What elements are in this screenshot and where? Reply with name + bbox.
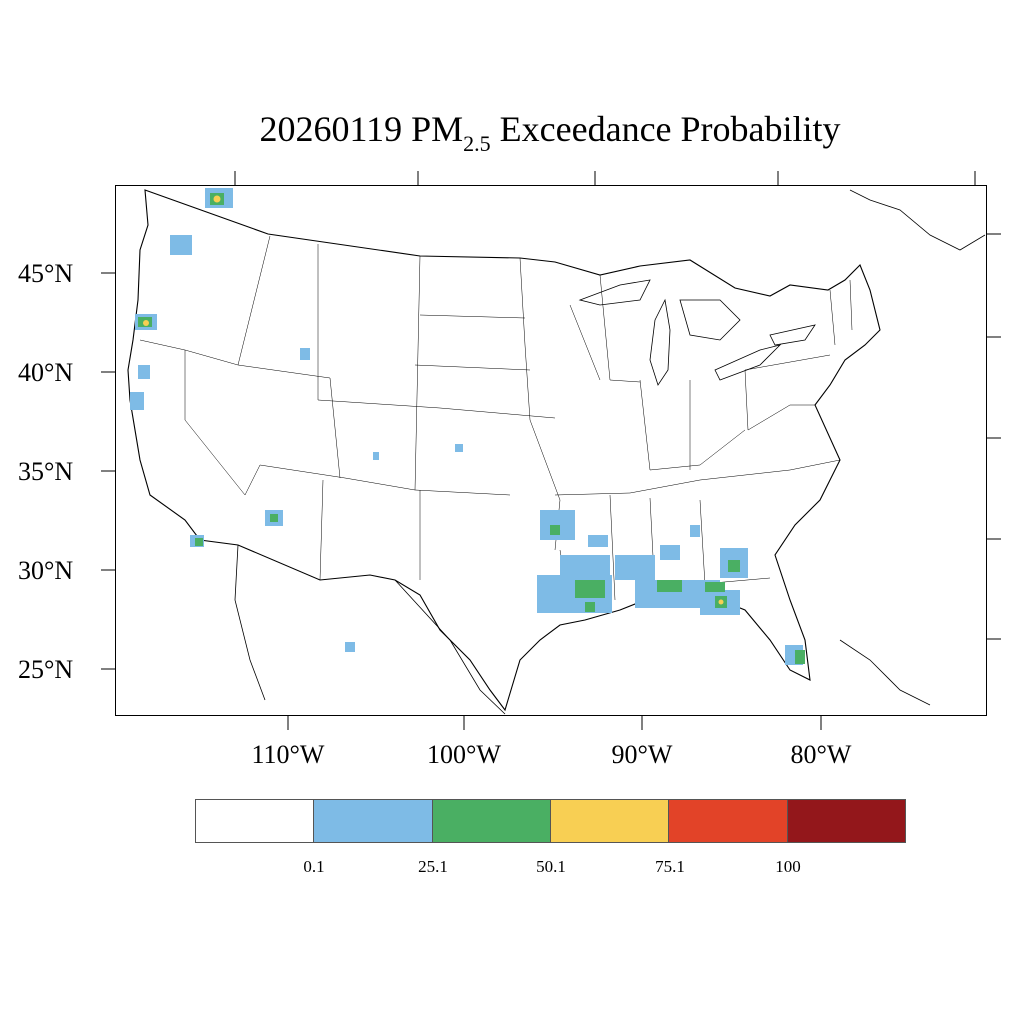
lat-label: 30°N — [18, 556, 74, 585]
colorbar-label: 25.1 — [418, 857, 448, 876]
lat-label: 35°N — [18, 457, 74, 486]
state-lines — [139, 235, 853, 611]
lon-label: 90°W — [611, 740, 673, 769]
colorbar-segment — [432, 800, 551, 842]
lon-label: 80°W — [790, 740, 852, 769]
colorbar-label: 75.1 — [655, 857, 685, 876]
colorbar-segment — [669, 800, 788, 842]
colorbar — [195, 799, 906, 843]
probability-fill-50 — [138, 193, 805, 664]
lon-label: 110°W — [251, 740, 325, 769]
colorbar-segment — [196, 800, 315, 842]
probability-fill-25 — [130, 188, 803, 665]
colorbar-segment — [787, 800, 905, 842]
great-lakes — [578, 279, 816, 386]
tick-marks — [101, 171, 1001, 730]
map-title: 20260119 PM2.5 Exceedance Probability — [259, 109, 841, 156]
probability-fill-75 — [143, 195, 724, 605]
colorbar-label: 0.1 — [303, 857, 325, 876]
lon-label: 100°W — [427, 740, 501, 769]
colorbar-label: 100 — [775, 857, 801, 876]
lat-label: 25°N — [18, 655, 74, 684]
map-frame — [115, 185, 987, 716]
lat-label: 45°N — [18, 259, 74, 288]
lat-label: 40°N — [18, 358, 74, 387]
colorbar-segment — [314, 800, 433, 842]
us-outline — [127, 189, 881, 712]
colorbar-segment — [550, 800, 670, 842]
colorbar-label: 50.1 — [536, 857, 566, 876]
border-coast — [234, 189, 986, 715]
